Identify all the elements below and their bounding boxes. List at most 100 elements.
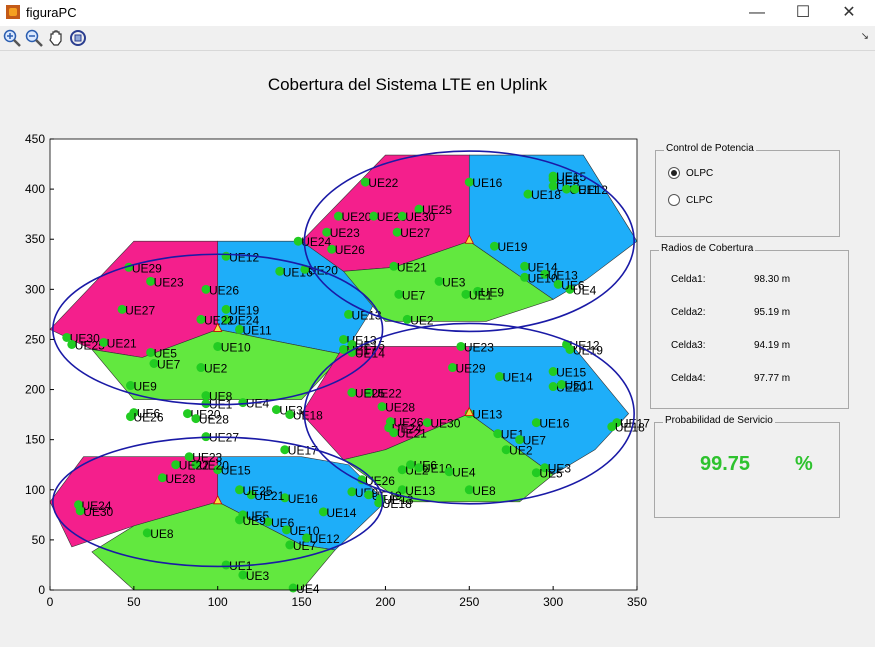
ue-label: UE26 (209, 283, 239, 297)
power-control-title: Control de Potencia (664, 143, 756, 154)
ue-label: UE2 (509, 444, 533, 458)
ue-dot (456, 341, 466, 351)
ue-dot (515, 435, 525, 445)
ue-dot (540, 269, 550, 279)
rotate-3d-icon[interactable] (68, 28, 88, 48)
ue-label: UE7 (402, 288, 426, 302)
minimize-button[interactable]: — (749, 4, 765, 21)
ue-label: UE10 (528, 271, 558, 285)
ue-label: UE24 (229, 313, 259, 327)
pan-hand-icon[interactable] (46, 28, 66, 48)
ue-label: UE18 (382, 497, 412, 511)
ue-dot (75, 506, 85, 516)
x-tick-label: 100 (208, 595, 228, 609)
ue-label: UE26 (365, 474, 395, 488)
ue-label: UE16 (288, 492, 318, 506)
ue-label: UE13 (548, 268, 578, 282)
olpc-radio[interactable] (668, 167, 680, 179)
ue-dot (347, 339, 357, 349)
zoom-in-icon[interactable] (2, 28, 22, 48)
ue-dot (394, 289, 404, 299)
y-tick-label: 0 (38, 583, 45, 597)
ue-dot (422, 418, 432, 428)
ue-dot (146, 276, 156, 286)
ue-label: UE7 (293, 539, 317, 553)
ue-label: UE30 (70, 331, 100, 345)
service-probability-value: 99.75 (700, 453, 751, 475)
ue-dot (493, 429, 503, 439)
ue-dot (126, 381, 136, 391)
maximize-button[interactable]: ☐ (795, 4, 811, 21)
zoom-out-icon[interactable] (24, 28, 44, 48)
x-tick-label: 50 (127, 595, 141, 609)
ue-dot (389, 261, 399, 271)
cell1-coverage-ellipse (52, 436, 384, 568)
ue-dot (221, 304, 231, 314)
ue-dot (171, 460, 181, 470)
ue-label: UE4 (573, 283, 597, 297)
ue-label: UE12 (310, 532, 340, 546)
dock-arrow-icon[interactable]: ↘ (860, 31, 869, 42)
cell1-radius: 98.30 m (754, 274, 791, 285)
ue-dot (281, 525, 291, 535)
ue-dot (461, 289, 471, 299)
ue-dot (570, 184, 580, 194)
clpc-radio[interactable] (668, 194, 680, 206)
ue-label: UE14 (528, 260, 558, 274)
ue-dot (565, 284, 575, 294)
ue-dot (280, 445, 290, 455)
ue-label: UE4 (452, 466, 476, 480)
ue-dot (357, 475, 367, 485)
ue-dot (434, 276, 444, 286)
ue-dot (67, 339, 77, 349)
ue-label: UE7 (523, 434, 547, 448)
ue-dot (557, 380, 567, 390)
ue-label: UE10 (221, 340, 251, 354)
ue-dot (397, 211, 407, 221)
y-tick-label: 100 (25, 483, 45, 497)
ue-dot (406, 460, 416, 470)
ue-dot (221, 314, 231, 324)
cell2-coverage-ellipse (52, 253, 384, 406)
cell1-base-station (213, 494, 223, 505)
ue-label: UE19 (497, 240, 527, 254)
ue-dot (347, 347, 357, 357)
ue-label: UE8 (150, 527, 174, 541)
ue-label: UE11 (565, 379, 594, 393)
close-button[interactable]: ✕ (842, 4, 856, 21)
ue-label: UE15 (556, 366, 586, 380)
clpc-label: CLPC (686, 195, 713, 206)
ue-label: UE14 (326, 506, 356, 520)
ue-dot (302, 533, 312, 543)
coverage-radii-title: Radios de Coberturа (659, 243, 756, 254)
x-tick-label: 150 (292, 595, 312, 609)
ue-dot (275, 266, 285, 276)
ue-dot (238, 398, 248, 408)
ue-label: UE28 (385, 401, 415, 415)
ue-label: UE12 (578, 183, 608, 197)
ue-label: UE20 (341, 210, 371, 224)
ue-label: UE30 (83, 505, 113, 519)
ue-dot (464, 177, 474, 187)
ue-dot (344, 309, 354, 319)
ue-dot (285, 410, 295, 420)
ue-dot (548, 181, 558, 191)
ue-label: UE25 (243, 484, 273, 498)
ue-dot (322, 227, 332, 237)
ue-label: UE18 (531, 188, 561, 202)
ue-dot (520, 261, 530, 271)
ue-label: UE30 (405, 210, 435, 224)
ue-label: UE26 (335, 243, 365, 257)
ue-label: UE13 (352, 308, 382, 322)
cell4-label: Celda4: (671, 373, 706, 384)
ue-label: UE23 (192, 451, 222, 465)
y-tick-label: 200 (25, 383, 45, 397)
ue-label: UE23 (464, 340, 494, 354)
ue-dot (501, 445, 511, 455)
ue-label: UE3 (548, 462, 572, 476)
y-tick-label: 300 (25, 282, 45, 296)
cell2-label: Celda2: (671, 307, 706, 318)
ue-dot (213, 341, 223, 351)
ue-label: UE22 (204, 313, 234, 327)
cell2-radius: 95.19 m (754, 307, 791, 318)
